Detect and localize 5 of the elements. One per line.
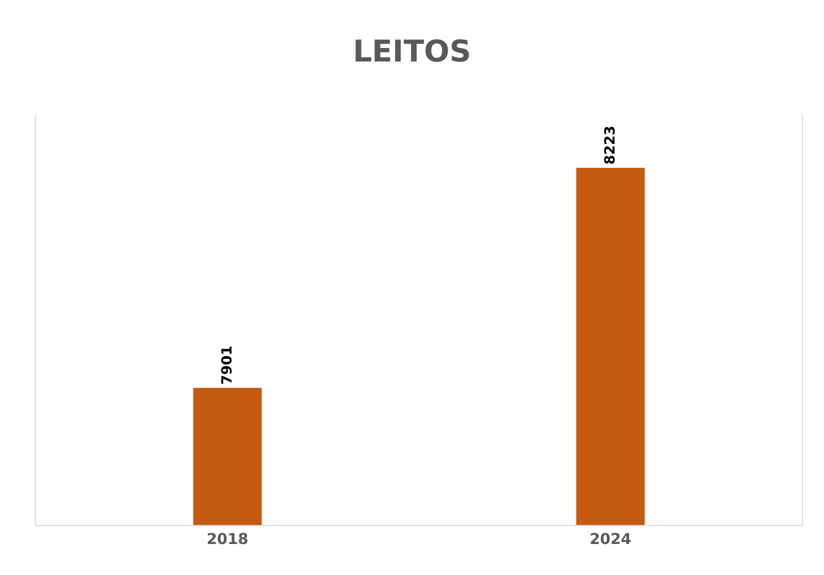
x-tick-label: 2018 <box>206 530 248 548</box>
chart-title: LEITOS <box>352 34 472 70</box>
data-label: 7901 <box>220 346 236 385</box>
x-tick-label: 2024 <box>590 530 632 548</box>
data-label: 8223 <box>602 126 618 165</box>
